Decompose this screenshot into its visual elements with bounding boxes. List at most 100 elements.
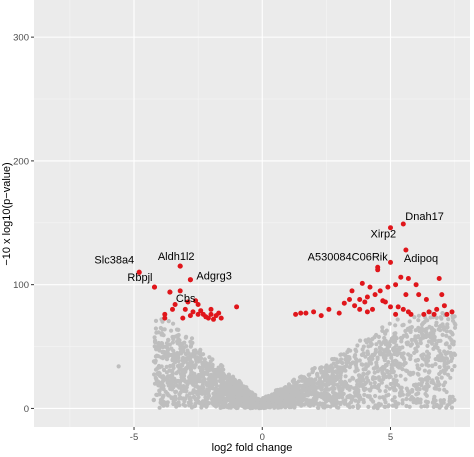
gene-point: [369, 385, 375, 390]
gene-point: [314, 395, 319, 400]
gene-point: [404, 396, 409, 402]
gene-point: [166, 319, 171, 324]
gene-point: [395, 347, 400, 352]
gene-point: [169, 346, 174, 351]
significant-gene-point: [198, 308, 204, 314]
gene-point: [295, 386, 300, 391]
gene-point: [444, 333, 449, 338]
gene-point: [416, 366, 421, 371]
significant-gene-point: [408, 311, 414, 317]
gene-point: [160, 327, 165, 332]
gene-point: [373, 350, 378, 355]
gene-point: [385, 369, 390, 374]
gene-point: [400, 367, 405, 372]
gene-point: [360, 374, 365, 380]
gene-point: [366, 378, 371, 383]
gene-point: [190, 374, 195, 379]
gene-point: [344, 381, 349, 386]
gene-point: [317, 382, 322, 388]
gene-point: [369, 361, 374, 366]
gene-point: [304, 398, 310, 403]
gene-point: [174, 333, 179, 338]
significant-gene-point: [311, 309, 317, 315]
gene-point: [377, 395, 382, 400]
gene-point: [213, 381, 219, 386]
gene-point: [330, 390, 336, 395]
gene-point: [174, 379, 180, 384]
gene-point: [380, 371, 385, 376]
significant-gene-point: [382, 299, 388, 305]
gene-point: [392, 331, 397, 336]
gene-point: [431, 380, 436, 386]
significant-gene-point: [318, 313, 324, 319]
gene-point: [153, 326, 158, 331]
gene-point: [393, 358, 398, 363]
gene-point: [242, 405, 247, 410]
gene-point: [188, 395, 193, 400]
gene-point: [218, 399, 223, 405]
gene-point: [443, 380, 448, 385]
gene-point: [404, 340, 409, 345]
gene-point: [432, 386, 437, 391]
gene-point: [432, 344, 438, 349]
gene-point: [299, 393, 304, 398]
gene-point: [302, 402, 307, 407]
labeled-gene-point: [375, 264, 381, 270]
significant-points: [136, 221, 455, 322]
gene-point: [164, 344, 169, 349]
significant-gene-point: [185, 299, 191, 305]
significant-gene-point: [190, 309, 196, 315]
gene-point: [175, 363, 180, 369]
gene-point: [439, 316, 444, 321]
significant-gene-point: [439, 292, 445, 298]
gene-point: [424, 387, 429, 392]
gene-point: [219, 367, 224, 372]
gene-point: [319, 391, 324, 396]
x-tick-label: 0: [260, 432, 265, 443]
gene-point: [183, 335, 188, 340]
gene-point: [157, 348, 162, 353]
gene-point: [445, 403, 450, 408]
gene-point: [192, 365, 197, 370]
gene-point: [221, 385, 226, 390]
gene-point: [175, 339, 180, 344]
gene-point: [196, 400, 201, 405]
significant-gene-point: [441, 303, 447, 309]
gene-point: [219, 363, 224, 368]
gene-point: [321, 395, 327, 400]
gene-point: [305, 393, 311, 398]
significant-gene-point: [393, 311, 399, 317]
gene-point: [447, 344, 452, 349]
gene-point: [178, 384, 183, 389]
gene-point: [167, 379, 173, 384]
gene-point: [366, 404, 371, 409]
gene-point: [170, 363, 176, 368]
gene-point: [354, 390, 359, 395]
significant-gene-point: [393, 282, 399, 288]
gene-label: Xirp2: [371, 229, 397, 241]
significant-gene-point: [234, 304, 240, 310]
gene-point: [445, 325, 450, 330]
gene-point: [403, 328, 408, 334]
gene-point: [161, 378, 166, 384]
gene-point: [336, 400, 341, 405]
gene-point: [382, 330, 387, 335]
significant-gene-point: [208, 306, 214, 312]
gene-point: [170, 353, 175, 358]
gene-point: [196, 351, 202, 356]
gene-label: Slc38a4: [94, 254, 134, 266]
gene-point: [205, 390, 211, 395]
gene-point: [284, 388, 289, 393]
gene-point: [294, 380, 299, 386]
gene-point: [366, 337, 371, 342]
gene-point: [253, 392, 258, 398]
gene-point: [211, 395, 216, 400]
gene-point: [408, 370, 413, 375]
gene-point: [218, 371, 223, 376]
gene-point: [173, 389, 178, 395]
gene-point: [326, 367, 331, 372]
significant-gene-point: [357, 306, 363, 312]
gene-point: [406, 352, 411, 357]
gene-point: [412, 315, 417, 320]
gene-point: [157, 392, 162, 397]
